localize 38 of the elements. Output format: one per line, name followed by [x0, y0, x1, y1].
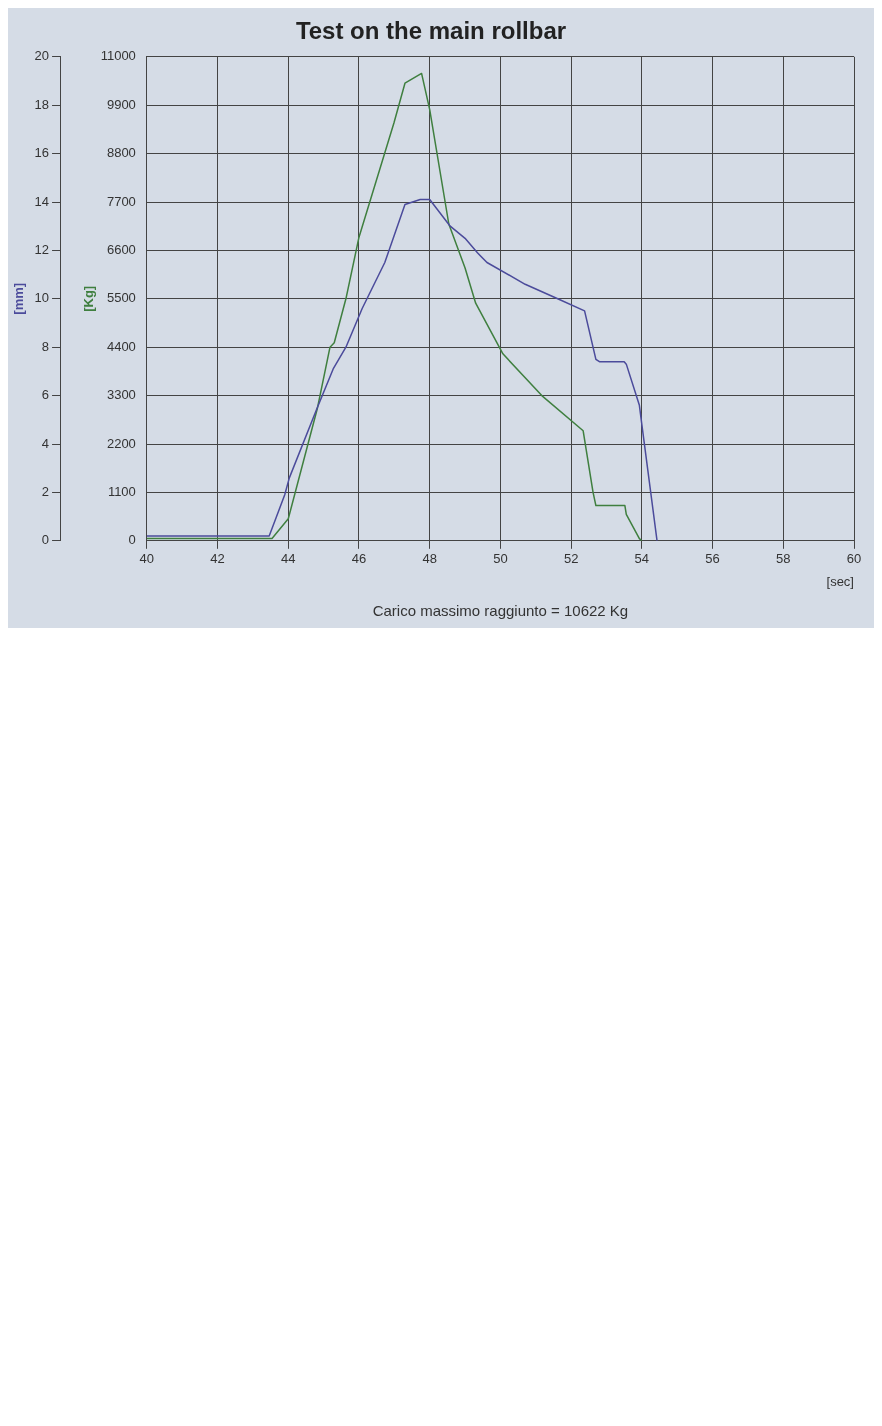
x-tick-label: 50: [493, 551, 508, 567]
y2-tick-label: 3300: [106, 387, 136, 403]
y2-tick-label: 2200: [106, 435, 136, 451]
y2-tick-label: 5500: [106, 290, 136, 306]
y-tick-label: 0: [41, 532, 50, 548]
text: Carico massimo raggiunto = 10622 Kg: [372, 602, 629, 619]
y-tick-label: 16: [34, 145, 50, 161]
y2-tick-label: 9900: [106, 96, 136, 112]
y-tick-label: 18: [34, 96, 50, 112]
x-axis-title: [sec]: [826, 573, 854, 589]
x-tick-label: 56: [705, 551, 720, 567]
y-axis-title: [mm]: [11, 282, 27, 315]
x-tick-label: 48: [422, 551, 437, 567]
x-tick-label: 52: [563, 551, 579, 567]
y-tick-label: 2: [41, 483, 50, 499]
y2-tick-label: 4400: [106, 338, 136, 354]
x-tick-label: 58: [776, 551, 791, 567]
y-tick-label: 20: [34, 48, 50, 64]
x-tick-label: 42: [210, 551, 225, 567]
x-tick-label: 44: [281, 551, 296, 567]
y-tick-label: 12: [34, 241, 50, 257]
y-tick-label: 10: [34, 290, 50, 306]
x-tick-label: 60: [846, 551, 862, 567]
y2-tick-label: 8800: [106, 145, 136, 161]
y2-tick-label: 7700: [106, 193, 136, 209]
y2-tick-label: 11000: [100, 48, 136, 64]
y2-tick-label: 0: [128, 532, 136, 548]
y2-tick-label: 6600: [106, 241, 136, 257]
y-tick-label: 14: [34, 193, 50, 209]
y2-axis-title: [Kg]: [81, 285, 97, 312]
y-tick-label: 6: [41, 387, 50, 403]
y-tick-label: 4: [41, 435, 50, 451]
y-tick-label: 8: [41, 338, 50, 354]
x-tick-label: 40: [139, 551, 155, 567]
y2-tick-label: 1100: [107, 483, 136, 499]
chart-title: Test on the main rollbar: [295, 17, 567, 45]
x-tick-label: 54: [634, 551, 650, 567]
x-tick-label: 46: [351, 551, 367, 567]
